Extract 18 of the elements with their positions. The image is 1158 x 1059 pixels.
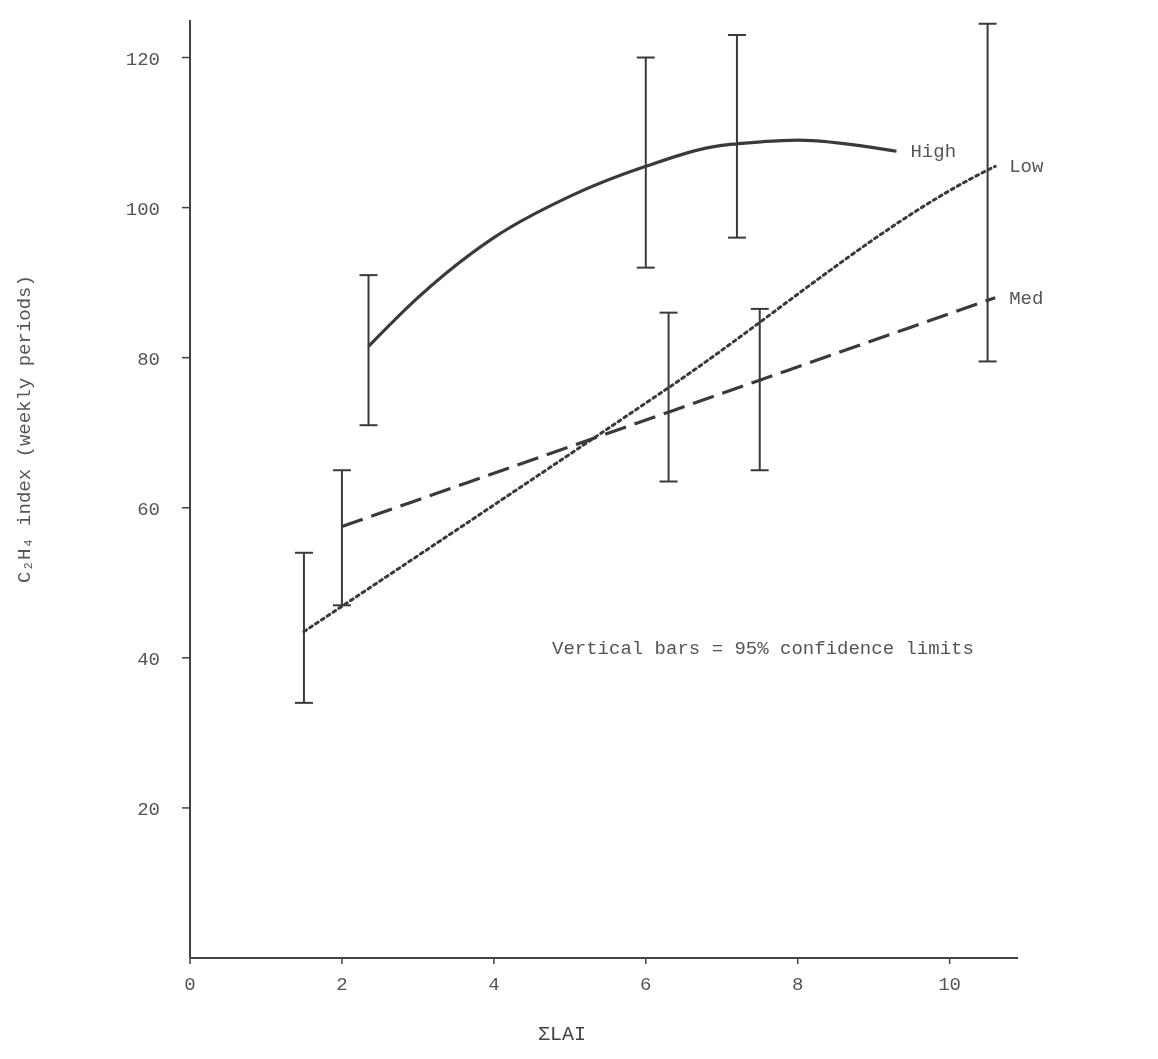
series-label: High (910, 141, 957, 164)
series-label: Low (1009, 156, 1045, 179)
series-label: Med (1009, 287, 1044, 310)
y-tick-label: 40 (137, 648, 160, 671)
x-tick-label: 8 (792, 974, 804, 996)
x-tick-label: 4 (488, 974, 500, 996)
x-axis-title: ΣLAI (537, 1023, 586, 1046)
y-tick-label: 20 (137, 798, 160, 821)
x-tick-label: 2 (336, 974, 348, 996)
y-tick-label: 60 (137, 498, 160, 521)
x-tick-label: 6 (640, 974, 652, 996)
y-tick-label: 120 (125, 48, 160, 71)
y-tick-label: 100 (125, 198, 160, 221)
annotation: Vertical bars = 95% confidence limits (552, 638, 974, 660)
y-axis-title: C₂H₄ index (weekly periods) (14, 275, 36, 583)
y-tick-label: 80 (137, 348, 160, 371)
x-tick-label: 10 (938, 974, 962, 996)
x-tick-label: 0 (184, 974, 196, 996)
